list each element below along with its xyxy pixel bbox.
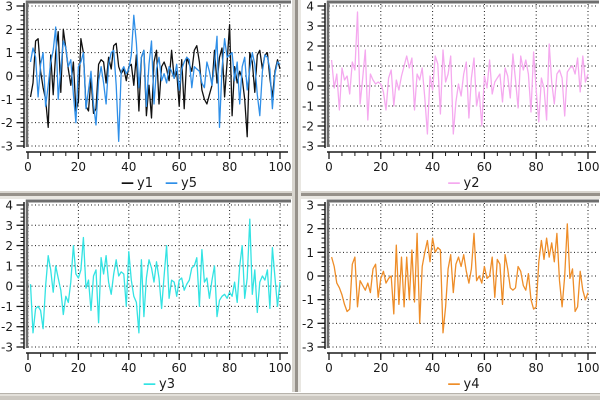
x-tick-label: 60 — [477, 361, 492, 375]
x-tick-label: 0 — [24, 160, 32, 174]
series-y5 — [29, 14, 281, 142]
y-tick-label: 1 — [5, 46, 13, 60]
y-tick-label: -3 — [302, 341, 314, 355]
x-tick-label: 0 — [24, 361, 32, 375]
y-tick-label: -2 — [302, 120, 314, 134]
y-tick-label: 1 — [5, 259, 13, 273]
x-tick-label: 100 — [269, 160, 292, 174]
y-tick-label: 3 — [306, 199, 314, 213]
legend-top-left: — y1— y5 — [0, 175, 292, 191]
y-tick-label: -1 — [302, 100, 314, 114]
x-tick-label: 60 — [172, 361, 187, 375]
y-tick-label: -2 — [1, 320, 13, 334]
x-tick-label: 0 — [325, 160, 333, 174]
y-tick-label: 2 — [306, 222, 314, 236]
x-tick-label: 40 — [425, 160, 440, 174]
vertical-splitter[interactable] — [292, 0, 301, 392]
y-tick-label: 3 — [306, 20, 314, 34]
x-tick-label: 20 — [373, 361, 388, 375]
legend-label-y3: y3 — [159, 376, 175, 392]
x-tick-label: 20 — [71, 160, 86, 174]
x-tick-label: 80 — [529, 160, 544, 174]
y-tick-label: 2 — [5, 23, 13, 37]
legend-dash-y5: — — [165, 175, 178, 191]
y-tick-label: 0 — [306, 270, 314, 284]
legend-label-y2: y2 — [463, 175, 480, 191]
plot-panel-bottom-left: -3 -2 -1 0 1 2 3 4 0 20 40 60 80 100 — y3 — [0, 199, 292, 392]
x-tick-label: 0 — [325, 361, 333, 375]
x-tick-label: 80 — [529, 361, 544, 375]
legend-label-y1: y1 — [137, 175, 153, 191]
y-tick-label: 4 — [5, 199, 13, 213]
y-tick-label: 1 — [306, 246, 314, 260]
x-tick-label: 80 — [222, 160, 237, 174]
y-tick-label: 0 — [306, 80, 314, 94]
x-tick-label: 60 — [172, 160, 187, 174]
y-tick-label: 2 — [306, 40, 314, 54]
y-tick-label: 0 — [5, 280, 13, 294]
window-bottom-edge — [0, 392, 600, 400]
legend-dash-y4: — — [447, 376, 461, 392]
x-tick-label: 100 — [577, 361, 600, 375]
legend-item-y3: — y3 — [143, 377, 175, 392]
y-tick-label: -2 — [1, 116, 13, 130]
legend-label-y4: y4 — [463, 376, 480, 392]
legend-item-y2: — y2 — [448, 176, 480, 191]
y-tick-label: -2 — [302, 317, 314, 331]
plot-panel-top-right: -3 -2 -1 0 1 2 3 4 0 20 40 60 80 100 — y2 — [301, 0, 600, 191]
plot-panel-top-left: -3 -2 -1 0 1 2 3 0 20 40 60 80 100 — y1— y5 — [0, 0, 292, 191]
x-tick-label: 80 — [222, 361, 237, 375]
legend-bottom-right: — y4 — [301, 376, 600, 392]
y-tick-label: 4 — [306, 0, 314, 14]
x-tick-label: 40 — [121, 160, 136, 174]
series-y3 — [29, 218, 281, 334]
x-tick-label: 40 — [425, 361, 440, 375]
y-tick-label: 1 — [306, 60, 314, 74]
y-tick-label: -3 — [302, 140, 314, 154]
x-tick-label: 100 — [269, 361, 292, 375]
x-tick-label: 20 — [71, 361, 86, 375]
series-y4 — [330, 223, 589, 334]
plot-canvas-y1-y5[interactable]: -3 -2 -1 0 1 2 3 0 20 40 60 80 100 — [0, 0, 292, 175]
y-tick-label: -3 — [1, 341, 13, 355]
x-tick-label: 40 — [121, 361, 136, 375]
legend-dash-y1: — — [121, 175, 135, 191]
legend-item-y1: — y1 — [121, 176, 153, 191]
y-tick-label: -1 — [1, 300, 13, 314]
y-tick-label: -1 — [302, 293, 314, 307]
y-tick-label: 2 — [5, 239, 13, 253]
y-tick-label: 0 — [5, 70, 13, 84]
legend-dash-y3: — — [143, 376, 157, 392]
legend-item-y4: — y4 — [448, 377, 480, 392]
legend-item-y5: — y5 — [165, 176, 197, 191]
y-tick-label: 3 — [5, 219, 13, 233]
legend-top-right: — y2 — [301, 175, 600, 191]
y-tick-label: 3 — [5, 0, 13, 14]
series-y2 — [330, 11, 589, 135]
legend-label-y5: y5 — [181, 175, 197, 191]
plot-panel-bottom-right: -3 -2 -1 0 1 2 3 0 20 40 60 80 100 — y4 — [301, 199, 600, 392]
legend-bottom-left: — y3 — [0, 376, 292, 392]
x-tick-label: 60 — [477, 160, 492, 174]
plot-canvas-y4[interactable]: -3 -2 -1 0 1 2 3 0 20 40 60 80 100 — [301, 199, 600, 376]
y-tick-label: -3 — [1, 140, 13, 154]
x-tick-label: 20 — [373, 160, 388, 174]
legend-dash-y2: — — [447, 175, 461, 191]
y-tick-label: -1 — [1, 93, 13, 107]
x-tick-label: 100 — [577, 160, 600, 174]
